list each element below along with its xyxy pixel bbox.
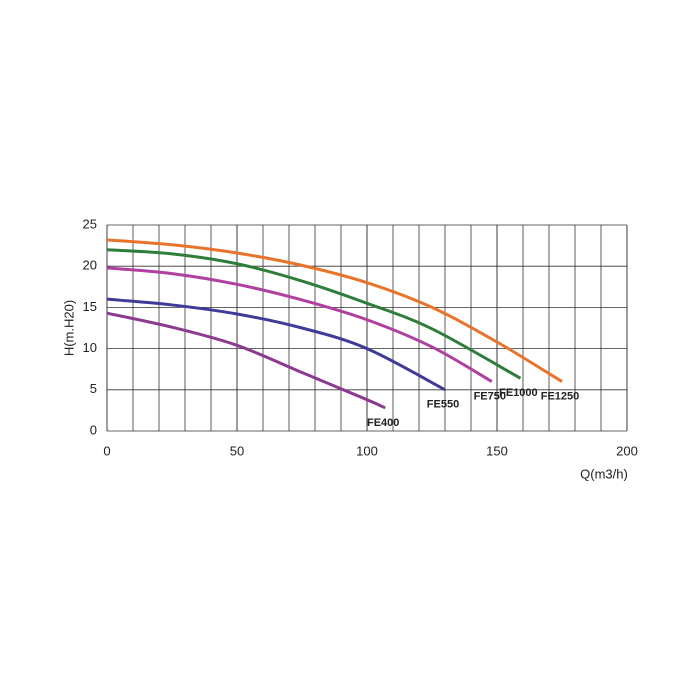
y-tick-label: 15 [83,299,97,314]
curve [106,297,446,392]
y-tick-label: 25 [83,216,97,231]
curve [106,266,493,383]
x-tick-label: 100 [356,443,378,458]
y-tick-label: 20 [83,258,97,273]
series-label: FE1000 [499,387,538,399]
x-tick-label: 50 [230,443,244,458]
series-label: FE1250 [541,390,580,402]
curve [106,248,522,380]
x-tick-label: 200 [616,443,638,458]
x-tick-label: 0 [103,443,110,458]
series-label: FE550 [427,399,459,411]
series-label: FE400 [367,417,399,429]
series-label: FE750 [474,390,506,402]
curve [106,311,386,410]
x-tick-label: 150 [486,443,508,458]
y-axis-label: H(m.H20) [61,300,76,356]
curve [106,238,563,383]
x-axis-label: Q(m3/h) [580,466,628,481]
y-tick-label: 10 [83,340,97,355]
y-tick-label: 5 [90,381,97,396]
y-tick-label: 0 [90,422,97,437]
